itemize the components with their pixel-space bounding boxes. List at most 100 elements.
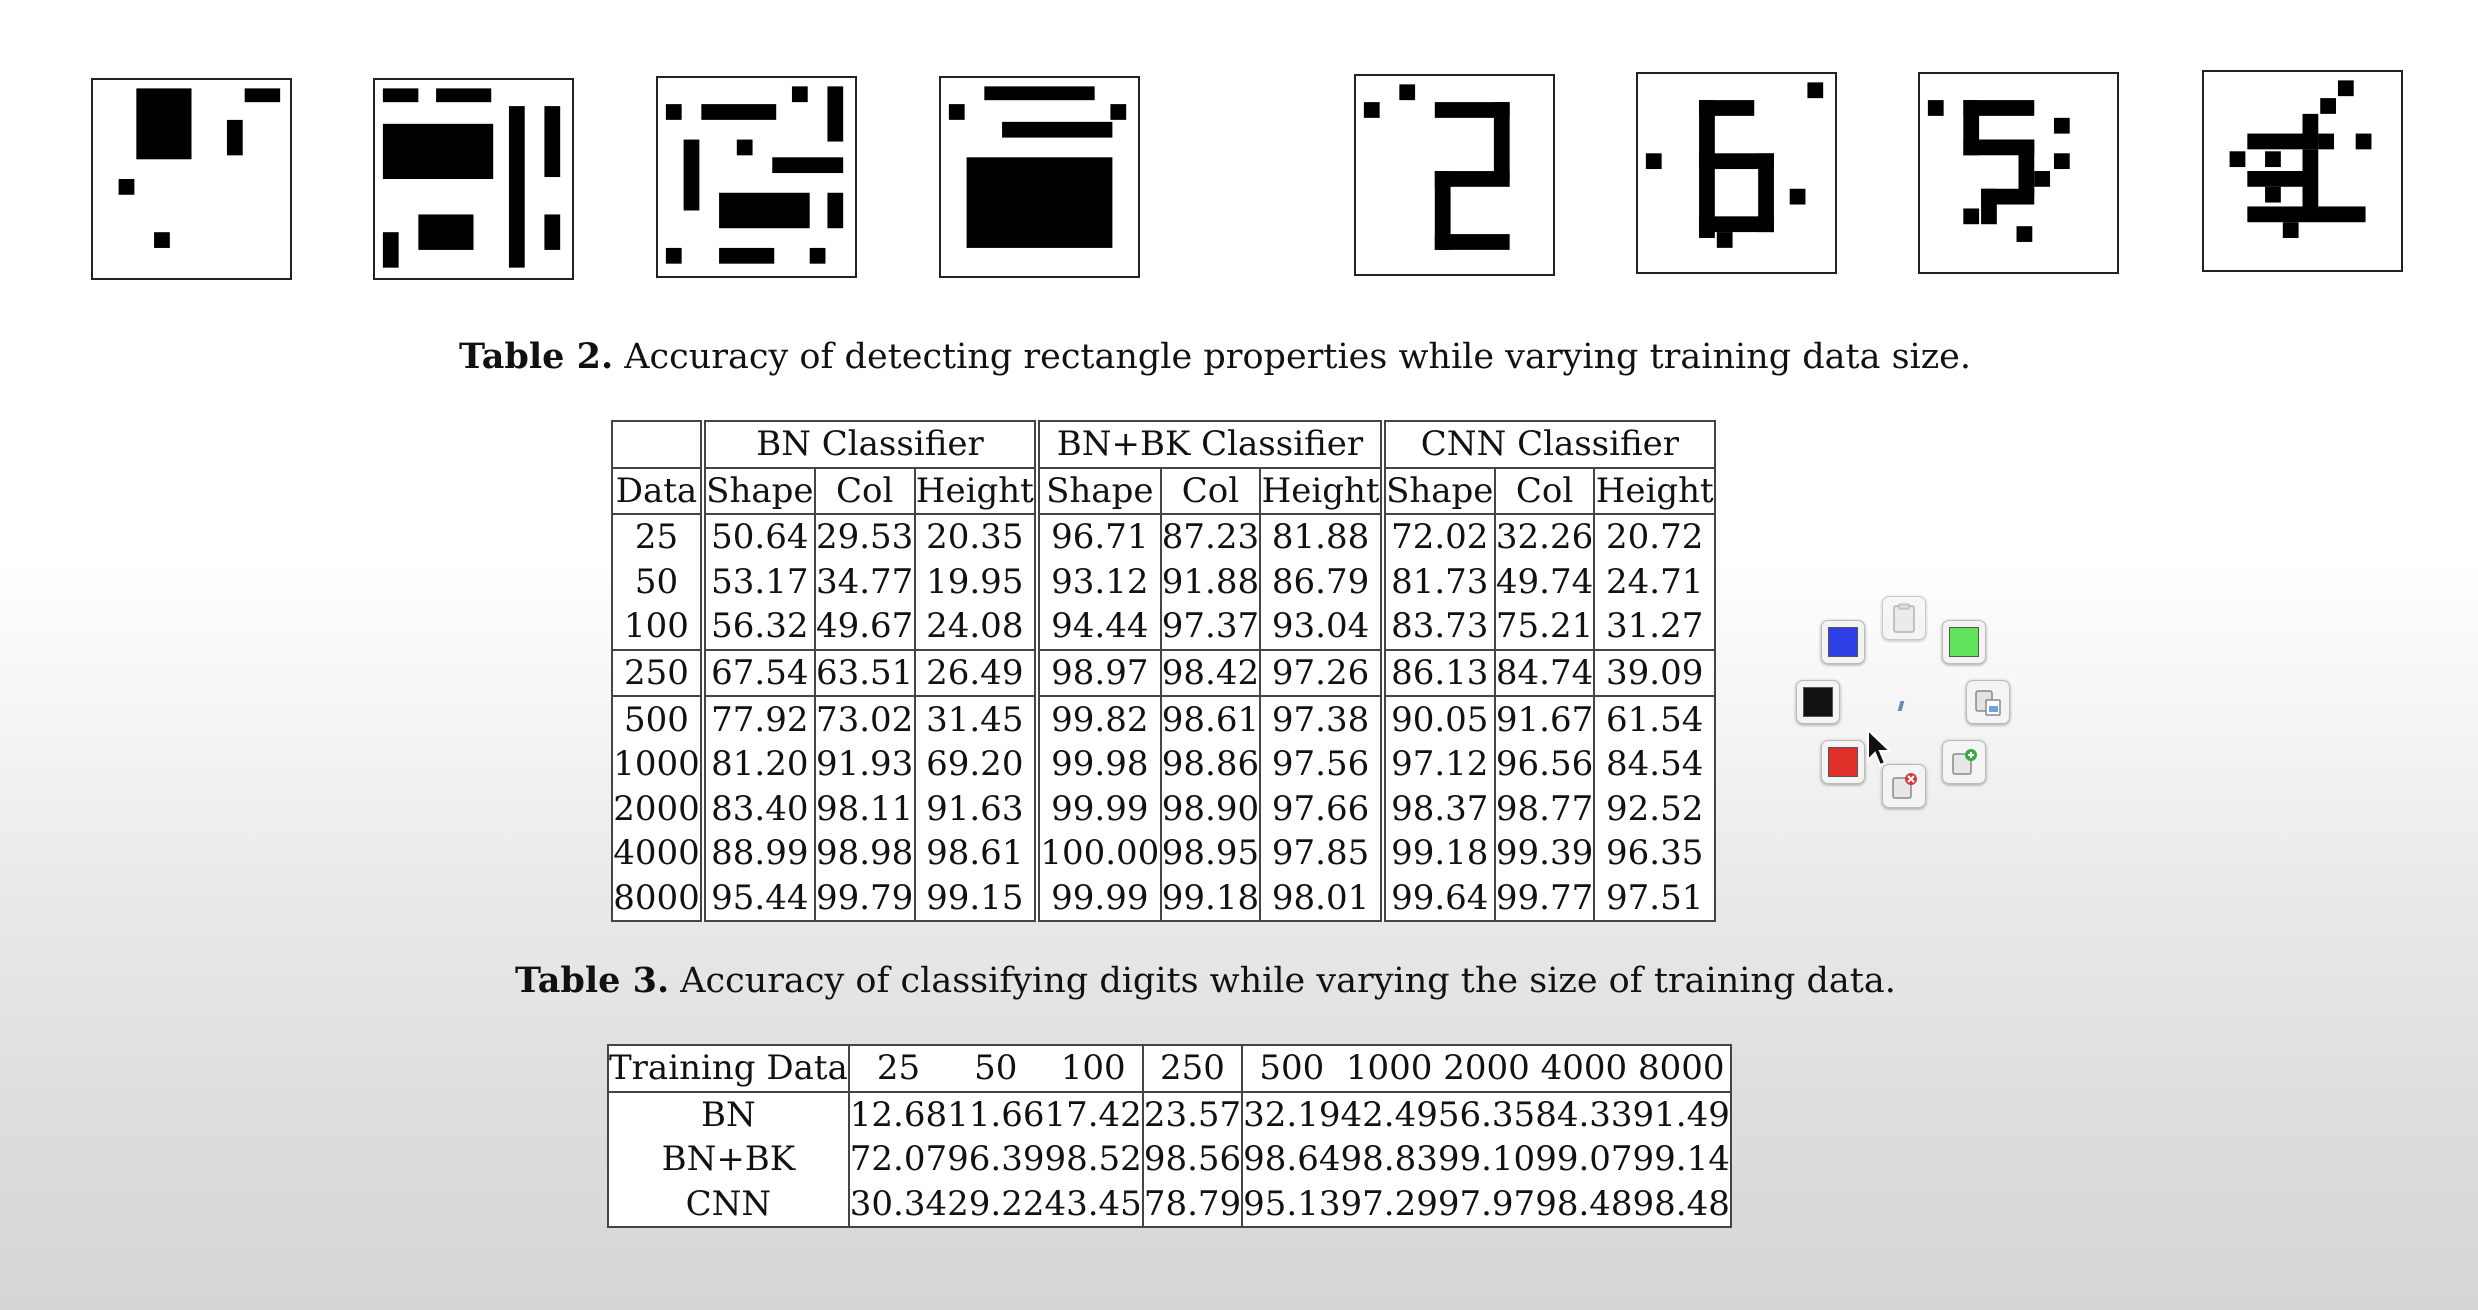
table2-caption-text: Accuracy of detecting rectangle properti… [624, 337, 1972, 377]
table3-col-header: 500 [1241, 1045, 1341, 1093]
table3-cell: 42.49 [1340, 1094, 1438, 1135]
table2-col-header: Height [1259, 467, 1383, 516]
table2-cell: 97.66 [1259, 786, 1383, 831]
table3-cell: 30.34 [847, 1181, 948, 1227]
table2-cell: 100.00 [1034, 830, 1161, 876]
delete-page-tool[interactable] [1882, 764, 1926, 808]
table2-col-header: Col [1159, 467, 1261, 516]
table2-row: 25 50.64 29.53 20.35 96.71 87.23 81.88 72.02 32.… [612, 514, 1715, 560]
table2-data-size: 2000 [613, 788, 700, 829]
table2-cell: 97.38 [1259, 695, 1383, 742]
table2-data-size: 25 [634, 517, 679, 558]
table2-cell: 87.23 [1159, 514, 1261, 560]
table3: Training Data 25 50 100 250 500 1000 2000 4000 8… [607, 1044, 1732, 1228]
table2-cell: 98.97 [1034, 648, 1161, 697]
mouse-cursor-icon [1867, 728, 1892, 767]
table2: BN Classifier BN+BK Classifier CNN Class… [611, 420, 1716, 922]
table2-cell: 24.08 [913, 604, 1038, 650]
table3-cell: 84.33 [1535, 1094, 1633, 1135]
table2-cell: 95.44 [699, 875, 815, 921]
table2-cell: 81.88 [1259, 514, 1383, 560]
table2-cell: 50.64 [699, 514, 815, 560]
table3-cell: 56.35 [1437, 1094, 1536, 1135]
table2-cell: 93.04 [1259, 604, 1383, 650]
table2-data-header: Data [612, 467, 703, 516]
table2-corner [612, 421, 703, 469]
digit-image-3 [2202, 70, 2403, 272]
table2-cell: 98.95 [1159, 830, 1261, 876]
table3-caption: Table 3. Accuracy of classifying digits … [515, 960, 1896, 1001]
table3-cell: 91.49 [1632, 1094, 1730, 1135]
table2-cell: 97.26 [1259, 648, 1383, 697]
table2-cell: 99.82 [1034, 695, 1161, 742]
table2-cell: 93.12 [1034, 559, 1161, 605]
table2-cell: 97.56 [1259, 741, 1383, 787]
table2-col-header: Shape [699, 467, 815, 516]
table2-cell: 72.02 [1379, 514, 1495, 560]
table2-group-header: CNN Classifier [1379, 421, 1715, 469]
table2-cell: 49.67 [813, 604, 915, 650]
color-swatch-red[interactable] [1821, 740, 1865, 784]
table2-row: 250 67.54 63.51 26.49 98.97 98.42 97.26 86.13 84… [612, 648, 1715, 697]
table2-data-size: 4000 [613, 833, 700, 874]
table2-col-header: Height [913, 467, 1038, 516]
rectangle-image-3 [656, 76, 857, 278]
red-color-chip [1828, 747, 1858, 777]
table2-cell: 77.92 [699, 695, 815, 742]
color-swatch-blue[interactable] [1821, 620, 1865, 664]
table2-cell: 26.49 [913, 648, 1038, 697]
paste-tool[interactable] [1966, 680, 2010, 724]
table2-cell: 97.85 [1259, 830, 1383, 876]
add-page-tool[interactable] [1942, 740, 1986, 784]
table2-cell: 98.42 [1159, 648, 1261, 697]
table3-row-label: BN+BK [661, 1139, 796, 1180]
table3-header-label: Training Data [608, 1045, 849, 1093]
table2-col-header: Shape [1379, 467, 1495, 516]
table2-group-header: BN+BK Classifier [1034, 421, 1383, 469]
table2-data-size: 50 [634, 561, 679, 602]
table2-col-header: Height [1593, 467, 1715, 516]
table2-cell: 24.71 [1593, 559, 1715, 605]
color-swatch-black[interactable] [1796, 680, 1840, 724]
table2-cell: 81.20 [699, 741, 815, 787]
table2-cell: 69.20 [913, 741, 1038, 787]
table2-cell: 98.98 [813, 830, 915, 876]
table2-row: 50 53.17 34.77 19.95 93.12 91.88 86.79 81.73 49.… [612, 559, 1715, 605]
table3-cell: 99.14 [1632, 1139, 1730, 1180]
color-swatch-green[interactable] [1942, 620, 1986, 664]
table2-cell: 56.32 [699, 604, 815, 650]
table2-cell: 91.67 [1493, 695, 1595, 742]
table3-cell: 29.22 [947, 1183, 1045, 1224]
table2-cell: 98.11 [813, 786, 915, 831]
clipboard-tool[interactable] [1882, 596, 1926, 640]
table3-col-header: 4000 [1535, 1045, 1633, 1093]
table2-cell: 29.53 [813, 514, 915, 560]
table3-cell: 23.57 [1141, 1091, 1243, 1137]
table3-cell: 78.79 [1141, 1181, 1243, 1227]
digit-image-5 [1918, 72, 2119, 274]
table2-row: 8000 95.44 99.79 99.15 99.99 99.18 98.01 99.64 9… [612, 875, 1715, 921]
table2-cell: 96.56 [1493, 741, 1595, 787]
table2-cell: 84.74 [1493, 648, 1595, 697]
table3-col-header: 100 [1044, 1045, 1143, 1093]
table2-row: 500 77.92 73.02 31.45 99.82 98.61 97.38 90.05 91… [612, 695, 1715, 742]
table2-cell: 99.99 [1034, 875, 1161, 921]
table3-col-header: 1000 [1340, 1045, 1438, 1093]
table2-cell: 39.09 [1593, 648, 1715, 697]
table3-cell: 12.68 [847, 1091, 948, 1137]
paste-icon [1975, 690, 2001, 716]
table2-cell: 98.61 [913, 830, 1038, 876]
table3-cell: 98.48 [1535, 1183, 1633, 1224]
radial-palette-menu [1790, 596, 2020, 826]
table2-cell: 19.95 [913, 559, 1038, 605]
table3-cell: 72.07 [847, 1137, 948, 1182]
table2-col-header: Col [813, 467, 915, 516]
table2-data-size: 500 [612, 695, 703, 742]
table2-cell: 31.27 [1593, 604, 1715, 650]
table2-cell: 99.98 [1034, 741, 1161, 787]
table2-cell: 53.17 [699, 559, 815, 605]
rectangle-image-2 [373, 78, 574, 280]
table2-cell: 97.51 [1593, 875, 1715, 921]
table2-cell: 99.18 [1379, 830, 1495, 876]
table3-cell: 98.56 [1141, 1137, 1243, 1182]
